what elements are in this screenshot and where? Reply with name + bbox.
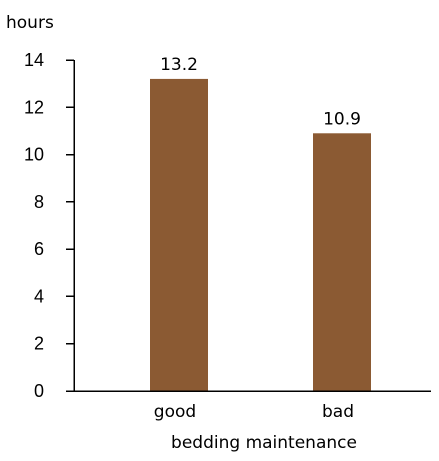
y-tick-label: 4 bbox=[34, 286, 44, 306]
x-tick-label-bad: bad bbox=[322, 402, 354, 422]
x-axis: good bad bbox=[66, 390, 431, 422]
bar-bad bbox=[313, 133, 371, 392]
y-tick-label: 8 bbox=[34, 192, 44, 212]
bar-good bbox=[150, 78, 208, 392]
y-tick-label: 2 bbox=[34, 334, 44, 354]
y-tick-label: 6 bbox=[34, 239, 44, 259]
y-tick-label: 10 bbox=[24, 145, 44, 165]
x-tick-label-good: good bbox=[154, 402, 196, 422]
y-axis-title: hours bbox=[6, 13, 54, 33]
x-axis-title: bedding maintenance bbox=[171, 433, 357, 453]
y-tick-label: 12 bbox=[24, 97, 44, 117]
y-axis: 0 2 4 6 8 10 12 14 bbox=[24, 50, 75, 401]
bars bbox=[150, 78, 371, 392]
data-labels: 13.2 10.9 bbox=[160, 55, 361, 129]
data-label-good: 13.2 bbox=[160, 55, 198, 75]
y-tick-label: 14 bbox=[24, 50, 44, 70]
y-tick-label: 0 bbox=[34, 381, 44, 401]
data-label-bad: 10.9 bbox=[323, 109, 361, 129]
